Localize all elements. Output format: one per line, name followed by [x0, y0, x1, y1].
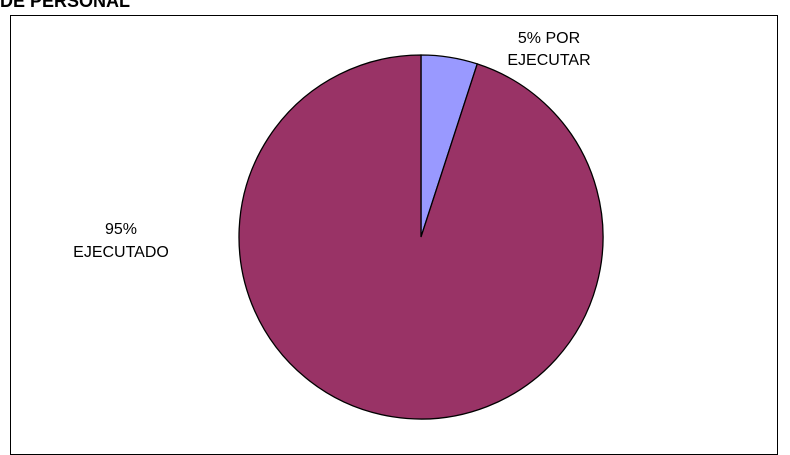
slice-label-por-ejecutar-line1: 5% POR	[518, 30, 580, 47]
slice-label-por-ejecutar-line2: EJECUTAR	[507, 52, 590, 69]
slice-ejecutado	[238, 54, 604, 420]
slice-label-ejecutado-line1: 95%	[105, 221, 137, 238]
slice-label-ejecutado-line2: EJECUTADO	[73, 244, 169, 261]
pie-slices	[238, 54, 604, 420]
chart-title: DE PERSONAL	[0, 0, 131, 11]
